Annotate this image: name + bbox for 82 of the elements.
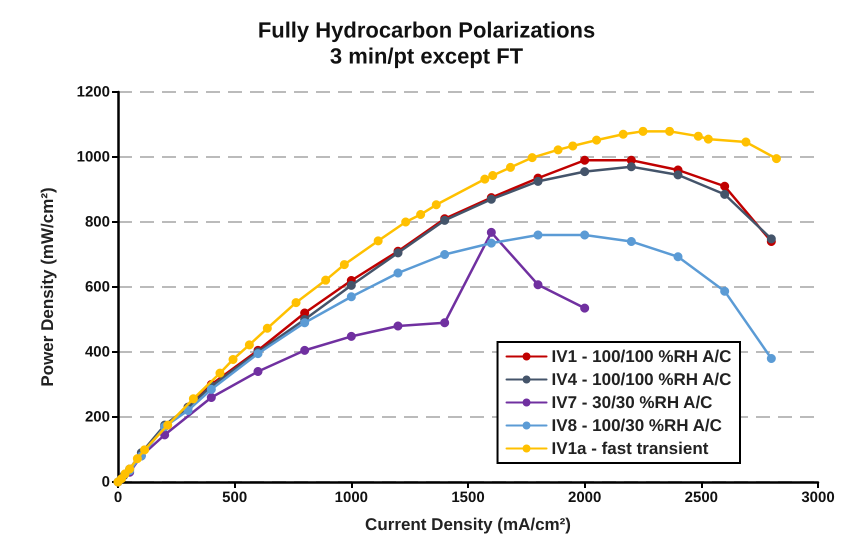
point bbox=[534, 176, 542, 186]
point bbox=[346, 292, 356, 302]
point bbox=[580, 304, 590, 313]
legend-label: IV1a - fast transient bbox=[552, 439, 709, 458]
y-tick-label: 1000 bbox=[76, 148, 110, 166]
point bbox=[488, 171, 498, 180]
point bbox=[215, 368, 224, 378]
x-tick-label: 0 bbox=[114, 489, 122, 506]
y-tick-label: 400 bbox=[84, 344, 110, 360]
x-tick-label: 3000 bbox=[801, 489, 835, 506]
x-tick-label: 1500 bbox=[451, 489, 485, 506]
point bbox=[394, 322, 402, 330]
point bbox=[374, 236, 383, 246]
chart-subtitle: 3 min/pt except FT bbox=[330, 44, 524, 68]
chart-title: Fully Hydrocarbon Polarizations bbox=[258, 18, 596, 42]
point bbox=[568, 141, 578, 150]
point bbox=[486, 228, 496, 237]
point bbox=[766, 234, 776, 244]
point bbox=[506, 162, 515, 172]
point bbox=[300, 318, 310, 328]
point bbox=[206, 384, 216, 394]
point bbox=[580, 156, 590, 165]
point bbox=[244, 340, 254, 350]
point bbox=[486, 238, 496, 248]
point bbox=[340, 260, 349, 270]
point bbox=[254, 367, 262, 376]
point bbox=[704, 134, 713, 144]
point bbox=[416, 210, 426, 220]
point bbox=[188, 394, 198, 404]
point bbox=[346, 280, 356, 290]
point bbox=[132, 454, 142, 464]
point bbox=[528, 153, 537, 162]
y-tick-label: 1200 bbox=[76, 84, 110, 100]
point bbox=[720, 286, 730, 296]
point bbox=[674, 170, 682, 180]
point bbox=[580, 167, 590, 176]
point bbox=[618, 130, 628, 139]
point bbox=[674, 252, 682, 262]
point bbox=[292, 298, 301, 308]
legend-label: IV8 - 100/30 %RH A/C bbox=[552, 416, 722, 435]
y-tick-label: 200 bbox=[84, 408, 110, 426]
point bbox=[766, 354, 776, 363]
point bbox=[741, 138, 750, 147]
point bbox=[440, 250, 450, 259]
point bbox=[300, 346, 310, 355]
point bbox=[665, 126, 674, 136]
point bbox=[480, 174, 490, 184]
x-tick-label: 2500 bbox=[684, 489, 718, 506]
point bbox=[626, 237, 636, 246]
point bbox=[592, 136, 602, 145]
point bbox=[694, 132, 703, 141]
point bbox=[720, 190, 730, 199]
x-tick-label: 500 bbox=[222, 489, 248, 506]
point bbox=[534, 280, 542, 290]
point bbox=[626, 162, 636, 172]
point bbox=[580, 230, 590, 240]
legend-label: IV7 - 30/30 %RH A/C bbox=[552, 393, 712, 412]
point bbox=[206, 393, 216, 402]
point bbox=[140, 445, 150, 454]
point bbox=[321, 276, 330, 285]
point bbox=[262, 324, 272, 333]
y-axis-title: Power Density (mW/cm²) bbox=[38, 187, 57, 387]
point bbox=[554, 145, 563, 154]
legend-label: IV4 - 100/100 %RH A/C bbox=[552, 370, 732, 389]
point bbox=[534, 230, 542, 240]
point bbox=[401, 218, 410, 226]
y-tick-label: 0 bbox=[102, 474, 110, 490]
point bbox=[440, 318, 450, 328]
y-tick-label: 600 bbox=[84, 278, 110, 296]
point bbox=[720, 182, 730, 191]
point bbox=[432, 200, 441, 210]
x-tick-label: 2000 bbox=[568, 489, 602, 506]
legend-label: IV1 - 100/100 %RH A/C bbox=[552, 347, 732, 366]
point bbox=[346, 332, 356, 341]
point bbox=[772, 154, 781, 164]
point bbox=[163, 420, 172, 430]
point bbox=[638, 126, 648, 136]
point bbox=[394, 268, 402, 278]
x-tick-label: 1000 bbox=[334, 489, 368, 506]
point bbox=[228, 354, 238, 364]
x-axis-title: Current Density (mA/cm²) bbox=[365, 515, 571, 534]
y-tick-label: 800 bbox=[84, 214, 110, 230]
